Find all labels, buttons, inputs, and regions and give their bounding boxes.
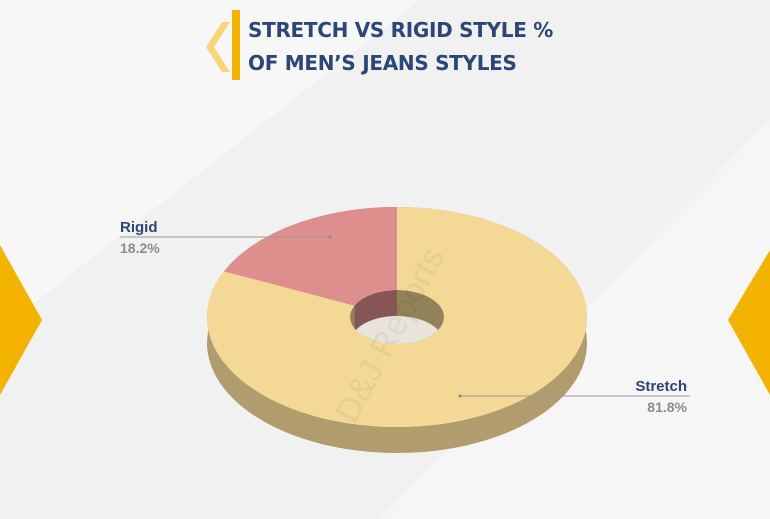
category-label: Rigid [120,219,158,236]
bg-shape [0,0,420,330]
chart-title: STRETCH VS RIGID STYLE % OF MEN’S JEANS … [248,18,553,75]
hole [350,290,444,344]
slice-inner-wall [350,290,444,344]
title-chevron [206,22,230,72]
category-label: Stretch [635,378,687,395]
slice-inner-wall [354,290,397,332]
leader-dot [328,235,332,239]
slice [207,207,587,427]
edge-arrow [0,245,42,395]
value-label: 18.2% [120,240,160,256]
donut [207,207,587,453]
value-label: 81.8% [647,399,687,415]
title-bar [232,10,240,80]
edge-arrow [728,250,770,395]
slice [224,207,397,306]
leader-dot [458,394,462,398]
